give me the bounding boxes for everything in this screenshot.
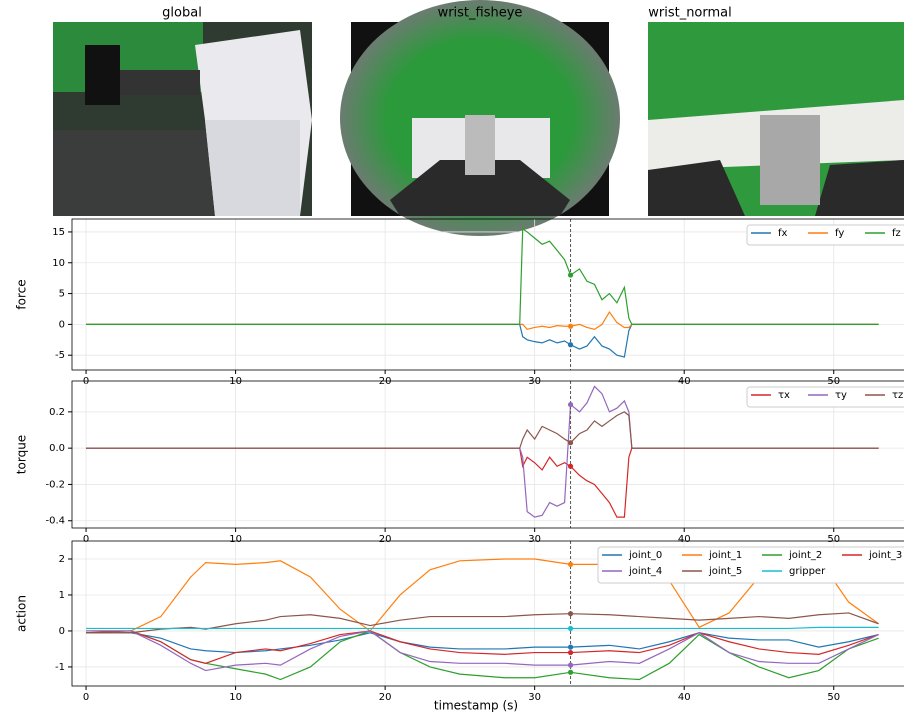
x-tick-label: 0 (83, 692, 89, 703)
y-tick-label: -0.4 (45, 516, 65, 527)
x-tick-label: 10 (229, 692, 242, 703)
cursor-marker (567, 323, 574, 329)
cursor-marker (567, 644, 574, 650)
cursor-marker (567, 625, 574, 632)
y-tick-label: 15 (52, 227, 65, 238)
legend-label: τz (892, 390, 903, 401)
legend-label: joint_1 (708, 550, 742, 561)
cursor-marker (567, 669, 574, 675)
x-tick-label: 40 (678, 692, 691, 703)
cursor-marker (567, 561, 574, 567)
x-axis-label: timestamp (s) (434, 699, 518, 713)
y-tick-label: 2 (59, 554, 65, 565)
x-tick-label: 30 (528, 692, 541, 703)
series-line (86, 310, 879, 330)
cursor-marker (567, 342, 574, 348)
y-tick-label: 5 (59, 289, 65, 300)
legend-label: τx (778, 390, 790, 401)
series-line (86, 411, 879, 449)
image-title: wrist_normal (648, 6, 732, 21)
x-tick-label: 50 (827, 534, 840, 545)
legend-box (746, 386, 904, 408)
x-tick-label: 30 (528, 534, 541, 545)
y-tick-label: -0.2 (45, 479, 65, 490)
series-line (86, 626, 879, 630)
cursor-marker (567, 401, 574, 408)
series-line (86, 385, 879, 518)
series-line (86, 612, 879, 634)
y-tick-label: 0.2 (49, 407, 65, 418)
series-line (86, 630, 879, 672)
x-tick-label: 0 (83, 534, 89, 545)
series-line (86, 630, 879, 681)
image-wrist-normal (648, 22, 904, 216)
y-tick-label: 10 (52, 258, 65, 269)
y-axis-label: force (15, 279, 29, 309)
x-tick-label: 50 (827, 692, 840, 703)
image-title: global (162, 6, 202, 21)
legend-label: joint_4 (628, 566, 662, 577)
legend-label: joint_3 (868, 550, 902, 561)
x-tick-label: 10 (229, 534, 242, 545)
legend-label: fy (835, 228, 844, 239)
y-tick-label: 1 (59, 590, 65, 601)
x-tick-label: 20 (379, 534, 392, 545)
legend-label: joint_2 (788, 550, 822, 561)
cursor-marker (567, 611, 574, 617)
cursor-marker (567, 440, 574, 446)
series-line (86, 630, 879, 664)
legend-box (597, 546, 904, 584)
image-global (53, 22, 312, 216)
legend-label: fz (892, 228, 901, 239)
cursor-marker (567, 662, 574, 668)
cursor-marker (567, 463, 574, 469)
y-axis-label: action (15, 595, 29, 632)
series-line (86, 558, 879, 632)
image-wrist-fisheye (340, 0, 620, 236)
y-tick-label: -5 (55, 350, 65, 361)
series-line (86, 323, 879, 358)
plot-frame (71, 540, 904, 687)
legend-label: gripper (789, 566, 826, 577)
cursor-marker (567, 649, 574, 656)
y-tick-label: 0 (59, 319, 65, 330)
plot-frame (71, 218, 904, 371)
cursor-marker (567, 272, 574, 278)
x-tick-label: 40 (678, 534, 691, 545)
image-title: wrist_fisheye (438, 6, 523, 21)
y-tick-label: -1 (55, 662, 65, 673)
legend-box (746, 224, 904, 246)
x-tick-label: 20 (379, 692, 392, 703)
legend-label: fx (778, 228, 788, 239)
series-line (86, 227, 879, 325)
series-line (86, 447, 879, 518)
y-tick-label: 0.0 (49, 443, 65, 454)
plot-frame (71, 380, 904, 529)
y-axis-label: torque (15, 435, 29, 474)
y-tick-label: 0 (59, 626, 65, 637)
legend-label: joint_5 (708, 566, 742, 577)
legend-label: τy (835, 390, 847, 401)
legend-label: joint_0 (628, 550, 662, 561)
series-line (86, 632, 879, 654)
